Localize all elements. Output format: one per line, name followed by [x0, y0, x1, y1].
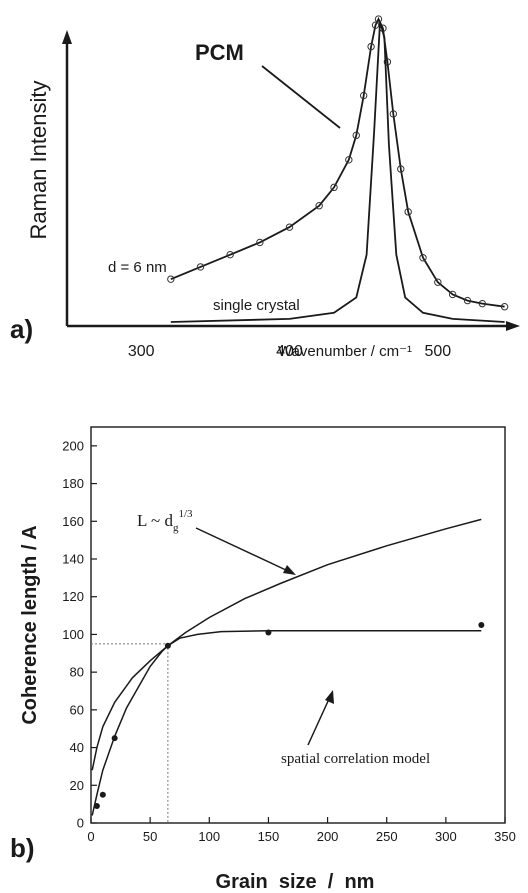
- model-pointer-line: [307, 698, 330, 746]
- panel-b-x-tick-label: 50: [143, 829, 157, 844]
- pcm-data-marker: [196, 263, 205, 271]
- spatial-correlation-curve: [91, 629, 482, 816]
- panel-b-y-axis-label: Coherence length / A: [19, 525, 41, 724]
- pcm-data-marker: [434, 278, 442, 286]
- panel-b-y-tick-label: 160: [62, 514, 84, 529]
- pcm-data-marker: [463, 296, 472, 305]
- power-law-text: L ~ d: [137, 511, 173, 530]
- panel-b-y-tick-label: 20: [70, 778, 84, 793]
- panel-b-x-axis-label: Grain size / nm: [216, 871, 375, 893]
- pcm-data-marker: [448, 290, 457, 299]
- panel-b-y-tick-label: 140: [62, 552, 84, 567]
- panel-b-label: b): [10, 833, 35, 863]
- panel-b-y-tick-label: 40: [70, 740, 84, 755]
- pcm-data-marker: [389, 110, 398, 118]
- data-point: [111, 735, 118, 742]
- pcm-data-marker: [359, 91, 368, 100]
- panel-b-plot-frame: [90, 426, 506, 824]
- pcm-data-marker: [330, 183, 338, 192]
- panel-a-x-tick-label: 300: [128, 343, 155, 360]
- pcm-data-marker: [315, 202, 323, 210]
- panel-b-guide-lines: [91, 643, 169, 823]
- pcm-data-marker: [371, 21, 380, 29]
- panel-b-x-tick-label: 0: [87, 829, 94, 844]
- panel-b-y-tick-label: 80: [70, 665, 84, 680]
- pcm-data-marker: [404, 208, 412, 216]
- pcm-data-marker: [367, 42, 375, 51]
- pcm-data-marker: [345, 156, 353, 164]
- pcm-data-marker: [478, 299, 487, 308]
- panel-a: 300 400 500 Raman Intensity Wavenumber / c…: [10, 15, 520, 360]
- crystal-annotation: single crystal: [213, 297, 300, 314]
- data-point: [478, 622, 485, 628]
- panel-b-x-tick-label: 250: [376, 829, 398, 844]
- power-law-annotation: L ~ dg 1/3: [137, 508, 193, 534]
- panel-a-x-tick-label: 500: [424, 343, 451, 360]
- pcm-data-marker: [285, 223, 294, 231]
- panel-a-series: [167, 15, 509, 323]
- panel-a-x-tick-label: 400: [276, 343, 303, 360]
- data-point: [164, 642, 171, 649]
- panel-b: 0 50 100 150 200 250 300 350 0 20 40 60 80 100 120 140 1…: [10, 426, 516, 893]
- panel-a-x-axis-label: Wavenumber / cm⁻¹: [278, 343, 412, 360]
- panel-b-y-tick-label: 0: [77, 816, 84, 831]
- data-point: [265, 629, 272, 636]
- power-law-curve: [91, 518, 482, 771]
- power-law-pointer-arrow: [283, 565, 296, 575]
- pcm-pointer-line: [261, 65, 341, 129]
- panel-b-y-tick-label: 100: [62, 627, 84, 642]
- pcm-data-marker: [256, 238, 264, 247]
- panel-b-x-tick-label: 150: [258, 829, 280, 844]
- panel-a-y-axis-arrow: [62, 30, 72, 44]
- power-law-pointer-line: [195, 527, 289, 572]
- panel-b-x-tick-label: 100: [198, 829, 220, 844]
- pcm-data-marker: [383, 58, 392, 66]
- panel-b-x-tick-label: 200: [317, 829, 339, 844]
- panel-a-y-axis-label: Raman Intensity: [26, 81, 51, 240]
- pcm-annotation: PCM: [195, 40, 244, 65]
- power-law-superscript: 1/3: [178, 508, 193, 520]
- panel-b-x-tick-label: 350: [494, 829, 516, 844]
- pcm-data-marker: [500, 303, 509, 311]
- size-annotation: d = 6 nm: [108, 259, 167, 276]
- panel-a-x-axis-arrow: [506, 321, 520, 331]
- pcm-data-marker: [226, 250, 234, 259]
- model-pointer-arrow: [325, 690, 334, 704]
- panel-b-y-tick-label: 200: [62, 438, 84, 453]
- pcm-data-marker: [167, 275, 175, 283]
- pcm-data-marker: [374, 15, 383, 23]
- pcm-data-marker: [397, 165, 405, 173]
- pcm-data-marker: [419, 254, 427, 262]
- panel-a-label: a): [10, 314, 33, 344]
- panel-a-x-tick-labels: 300 400 500: [128, 343, 451, 360]
- data-point: [99, 791, 106, 798]
- data-point: [93, 803, 100, 810]
- model-annotation: spatial correlation model: [281, 751, 430, 767]
- panel-b-y-tick-label: 180: [62, 476, 84, 491]
- panel-b-x-tick-label: 300: [435, 829, 457, 844]
- panel-b-y-tick-label: 60: [70, 702, 84, 717]
- panel-b-ticks: 0 50 100 150 200 250 300 350 0 20 40 60 80 100 120 140 1…: [62, 438, 516, 844]
- power-law-subscript: g: [173, 522, 179, 534]
- panel-b-series: [91, 518, 485, 816]
- panel-b-y-tick-label: 120: [62, 589, 84, 604]
- single-crystal-curve: [170, 21, 505, 323]
- pcm-data-marker: [352, 131, 360, 140]
